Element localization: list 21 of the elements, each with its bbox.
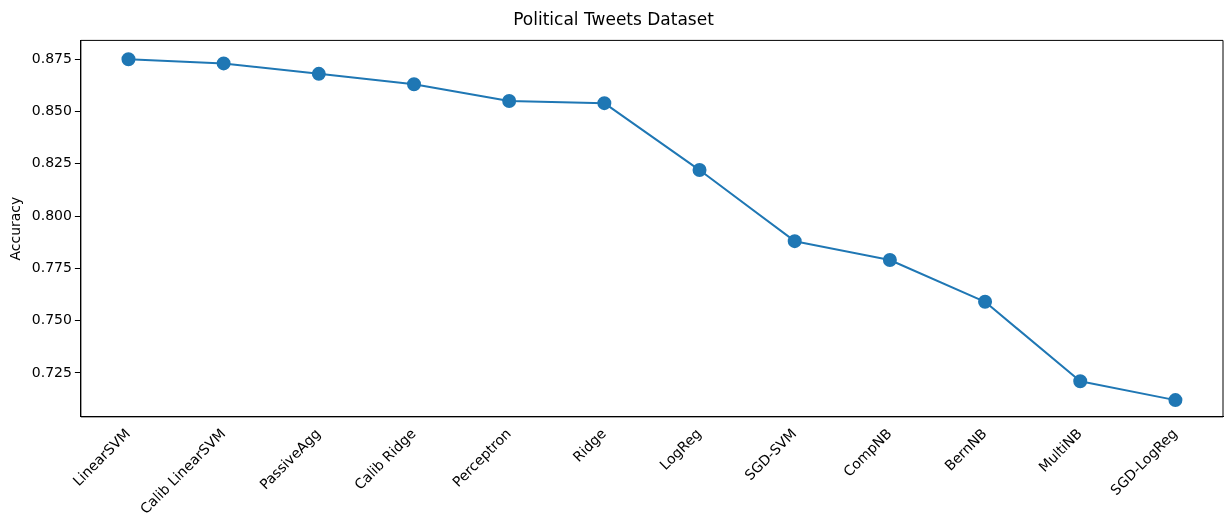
y-tick-label: 0.775	[31, 259, 72, 275]
point	[882, 252, 897, 267]
chart-title: Political Tweets Dataset	[513, 8, 715, 29]
point	[311, 66, 326, 81]
y-tick-label: 0.800	[31, 206, 72, 223]
point	[216, 56, 231, 71]
y-axis-title: Accuracy	[7, 196, 24, 261]
y-tick-label: 0.825	[31, 154, 72, 171]
point	[407, 77, 421, 92]
point	[978, 294, 993, 309]
y-tick-label: 0.875	[31, 49, 72, 66]
y-tick-label: 0.750	[31, 311, 72, 328]
y-tick-label: 0.725	[31, 363, 72, 380]
point	[787, 234, 802, 249]
point	[121, 52, 136, 67]
point	[1073, 374, 1088, 389]
point	[502, 94, 517, 109]
point	[597, 96, 612, 111]
point	[1168, 393, 1183, 408]
point	[692, 163, 707, 178]
y-tick-label: 0.850	[31, 102, 72, 119]
